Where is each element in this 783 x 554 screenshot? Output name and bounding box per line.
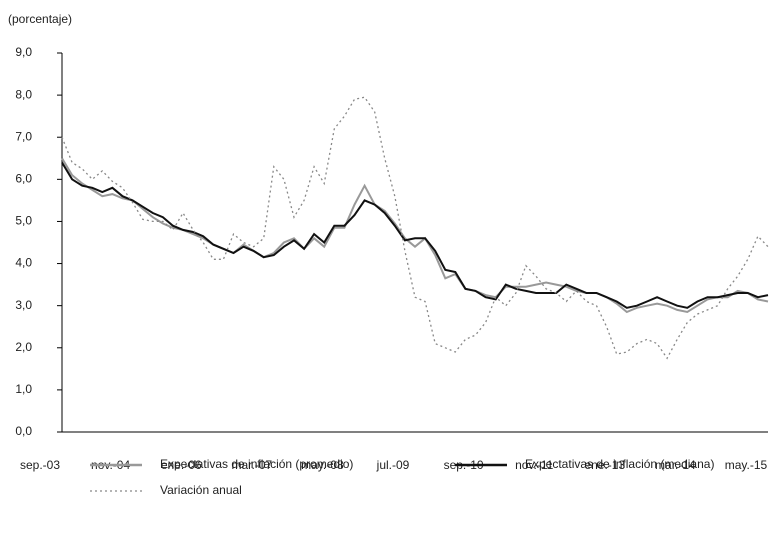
- x-tick-label: mar.-14: [655, 458, 696, 472]
- x-tick-label: may.-15: [725, 458, 768, 472]
- x-tick-label: ene.-13: [584, 458, 625, 472]
- x-tick-label: jul.-09: [376, 458, 410, 472]
- y-tick-label: 0,0: [15, 424, 32, 438]
- legend-label: Expectativas de inflación (mediana): [525, 457, 714, 471]
- y-tick-label: 2,0: [15, 340, 32, 354]
- x-tick-label: ene.-06: [161, 458, 202, 472]
- series-line: [61, 161, 769, 309]
- y-tick-label: 9,0: [15, 45, 32, 59]
- x-tick-label: mar.-07: [231, 458, 272, 472]
- x-tick-label: sep.-03: [20, 458, 60, 472]
- legend-label: Variación anual: [160, 483, 242, 497]
- y-tick-label: 7,0: [15, 129, 32, 143]
- series-line: [61, 157, 769, 314]
- legend-label: Expectativas de inflación (promedio): [160, 457, 353, 471]
- y-tick-label: 8,0: [15, 87, 32, 101]
- x-tick-label: may.-08: [301, 458, 344, 472]
- y-tick-label: 3,0: [15, 298, 32, 312]
- y-tick-label: 4,0: [15, 256, 32, 270]
- y-tick-label: 5,0: [15, 214, 32, 228]
- x-tick-label: nov.-11: [515, 458, 554, 472]
- y-tick-label: 6,0: [15, 172, 32, 186]
- y-axis-label: (porcentaje): [8, 12, 72, 26]
- y-tick-label: 1,0: [15, 382, 32, 396]
- series-line: [61, 96, 769, 360]
